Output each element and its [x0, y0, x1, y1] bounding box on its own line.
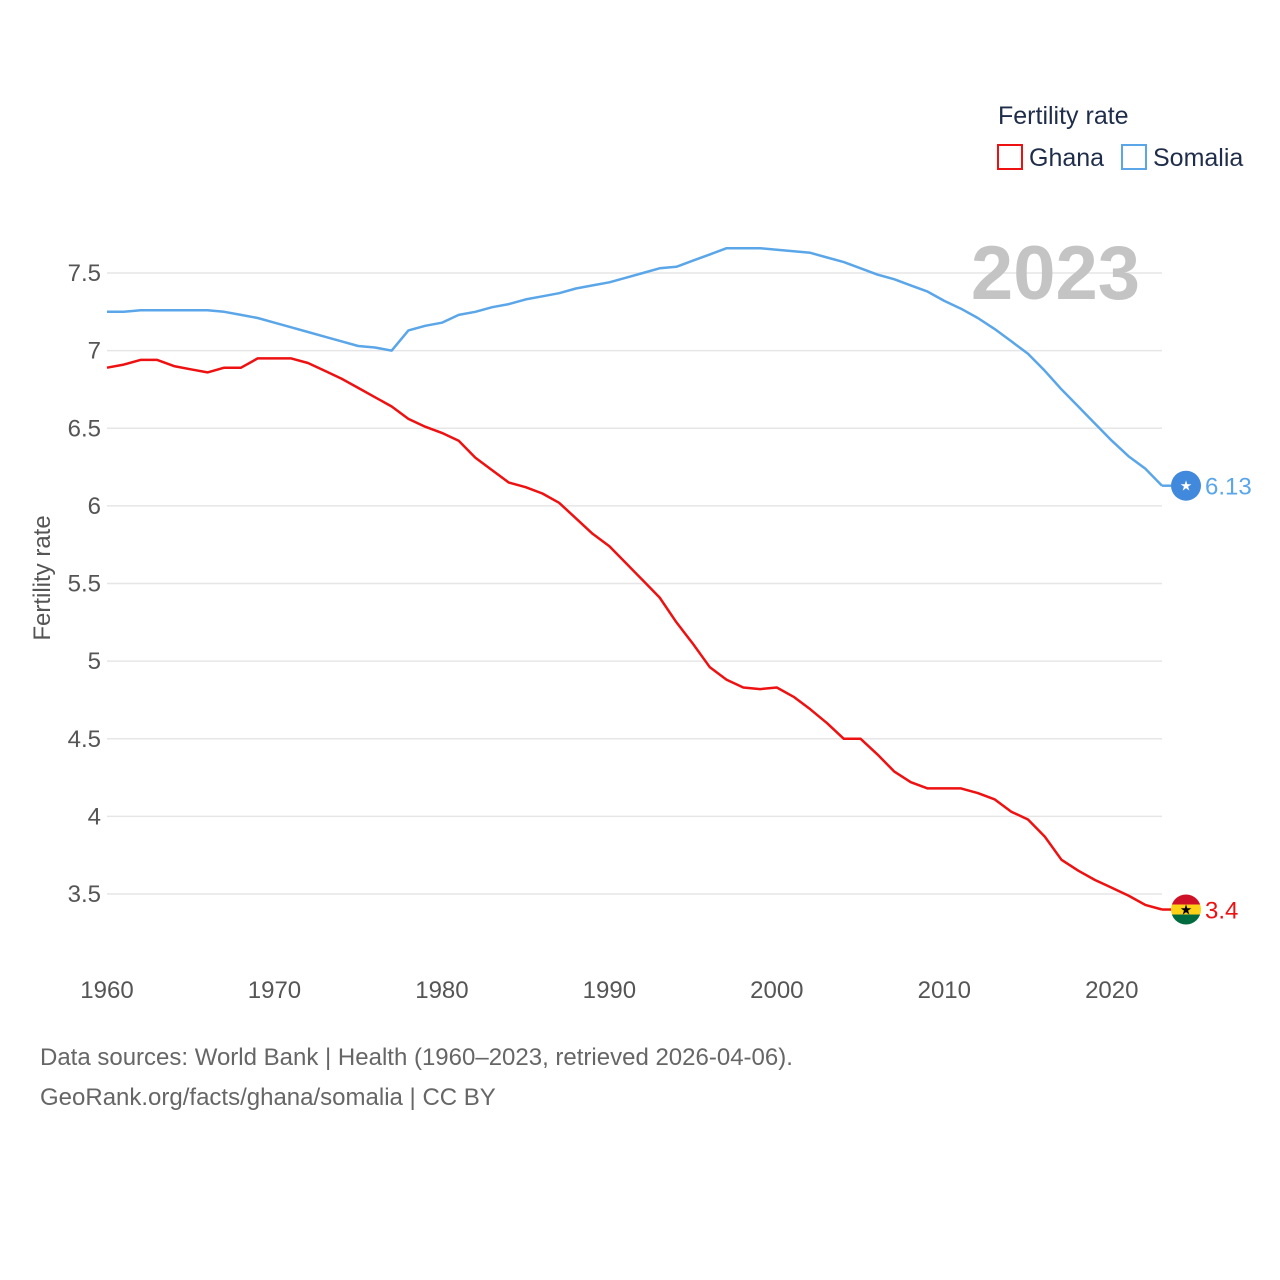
end-value-label-ghana: 3.4: [1205, 898, 1238, 925]
source-line-1: Data sources: World Bank | Health (1960–…: [40, 1044, 793, 1071]
x-tick-label: 1970: [248, 977, 301, 1004]
y-tick-label: 6: [88, 493, 101, 520]
y-tick-label: 5.5: [68, 571, 101, 598]
y-tick-label: 4: [88, 803, 101, 830]
somalia-flag-icon: ★: [1171, 470, 1201, 501]
legend-label: Ghana: [1029, 144, 1104, 172]
svg-text:★: ★: [1180, 903, 1193, 919]
y-tick-label: 4.5: [68, 726, 101, 753]
legend-item-somalia[interactable]: Somalia: [1121, 144, 1243, 172]
source-line-2[interactable]: GeoRank.org/facts/ghana/somalia | CC BY: [40, 1084, 496, 1111]
legend-label: Somalia: [1153, 144, 1243, 172]
legend-title: Fertility rate: [998, 102, 1129, 130]
x-tick-label: 2020: [1085, 977, 1138, 1004]
y-axis-label: Fertility rate: [29, 515, 56, 640]
y-tick-label: 7: [88, 338, 101, 365]
series-line-somalia: [107, 246, 1163, 487]
x-axis-ticks: 1960 1970 1980 1990 2000 2010 2020: [80, 977, 1138, 1004]
x-tick-label: 2010: [918, 977, 971, 1004]
y-tick-label: 5: [88, 648, 101, 675]
series-line-ghana: [106, 357, 1163, 911]
legend[interactable]: Fertility rate Ghana Somalia: [997, 102, 1243, 172]
svg-text:★: ★: [1180, 479, 1193, 495]
x-tick-label: 1990: [583, 977, 636, 1004]
series-lines: [106, 246, 1163, 911]
x-tick-label: 1980: [415, 977, 468, 1004]
ghana-flag-icon: ★: [1171, 894, 1201, 925]
legend-item-ghana[interactable]: Ghana: [997, 144, 1104, 172]
gridlines: [107, 272, 1162, 895]
x-tick-label: 1960: [80, 977, 133, 1004]
y-tick-label: 3.5: [68, 881, 101, 908]
legend-swatch: [1121, 144, 1147, 170]
y-tick-label: 7.5: [68, 260, 101, 287]
y-axis-ticks: 3.5 4 4.5 5 5.5 6 6.5 7 7.5: [68, 260, 101, 908]
year-overlay: 2023: [971, 231, 1140, 316]
legend-swatch: [997, 144, 1023, 170]
x-tick-label: 2000: [750, 977, 803, 1004]
end-markers: ★ 3.4 ★ 6.13: [1162, 470, 1252, 925]
y-tick-label: 6.5: [68, 415, 101, 442]
end-value-label-somalia: 6.13: [1205, 474, 1252, 501]
